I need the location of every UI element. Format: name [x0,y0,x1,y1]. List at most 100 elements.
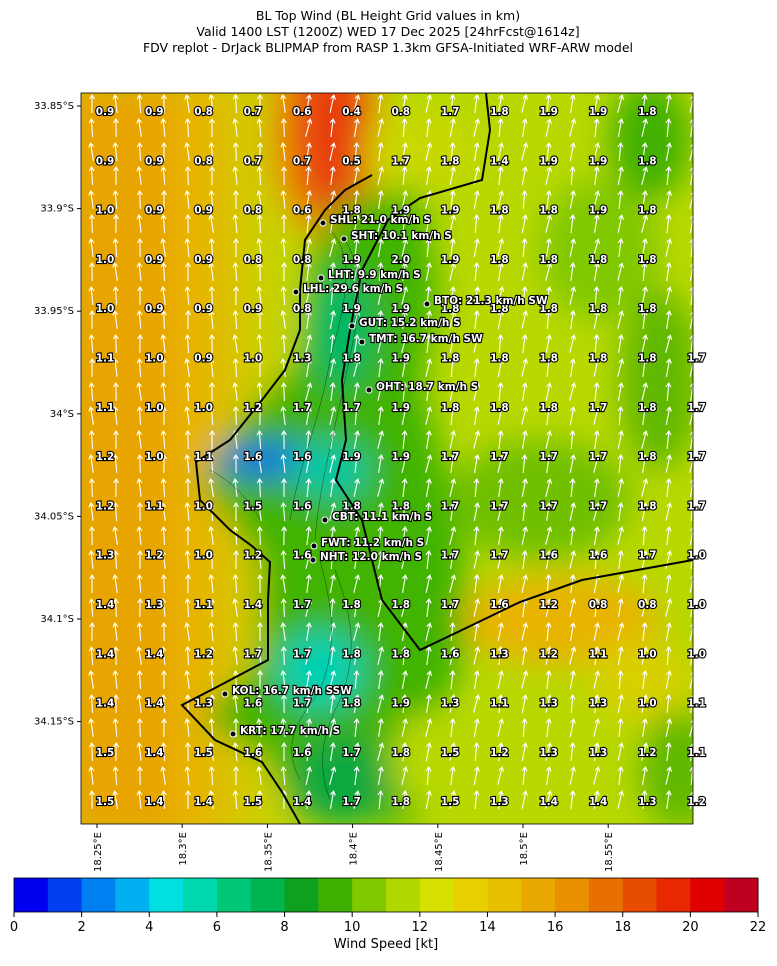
wind-arrow [617,286,624,305]
wind-arrow [161,453,168,474]
wind-arrow [136,141,143,162]
wind-arrow [569,454,576,473]
grid-value: 1.4 [96,698,115,710]
wind-arrow [137,597,144,618]
wind-arrow [280,310,287,329]
wind-arrow [521,478,528,497]
wind-arrow [545,502,552,521]
station-label: BTO: 21.3 km/h SW [434,295,548,307]
wind-arrow [256,118,263,138]
wind-arrow [569,430,576,450]
station-dot [309,556,317,564]
grid-value: 1.3 [589,747,608,759]
grid-value: 1.9 [342,451,361,463]
wind-arrow [473,262,480,282]
wind-arrow [353,142,360,162]
wind-arrow [425,262,432,281]
wind-arrow [377,166,385,185]
wind-arrow [233,501,239,521]
wind-arrow [256,261,263,282]
wind-arrow [88,429,95,450]
lon-tick-label: 18.3°E [178,832,189,866]
colorbar-segment [386,878,421,912]
wind-arrow [401,214,408,233]
wind-arrow [329,142,337,161]
wind-arrow [449,94,456,114]
wind-arrow [473,574,480,593]
wind-arrow [256,286,263,305]
wind-arrow [521,118,528,137]
wind-arrow [593,118,600,137]
wind-arrow [184,165,191,186]
wind-arrow [545,646,553,665]
colorbar-segment [622,878,658,912]
wind-arrow [689,94,693,113]
wind-arrow [641,478,649,497]
wind-arrow [641,262,648,282]
lon-tick-label: 18.4°E [349,832,360,866]
grid-value: 0.9 [244,303,263,315]
wind-arrow [665,766,673,785]
grid-value: 0.6 [293,106,312,118]
wind-arrow [593,742,600,761]
wind-arrow [353,382,360,401]
wind-arrow [329,742,336,761]
grid-value: 1.6 [441,648,460,660]
wind-arrow [617,94,625,113]
wind-arrow [617,214,625,233]
wind-arrow [208,790,215,809]
wind-arrow [112,454,119,474]
wind-arrow [329,502,337,521]
wind-arrow [232,93,239,114]
lon-tick-label: 18.35°E [263,832,274,872]
wind-arrow [208,94,215,114]
wind-arrow [184,190,191,209]
wind-arrow [136,357,143,378]
wind-arrow [545,766,552,785]
wind-arrow [136,694,143,713]
wind-arrow [112,645,119,666]
grid-value: 1.8 [638,402,657,414]
wind-arrow [641,598,649,617]
wind-arrow [641,94,648,113]
wind-arrow [305,358,312,377]
wind-arrow [497,94,504,113]
grid-value: 0.8 [244,205,263,217]
wind-arrow [112,94,119,113]
wind-arrow [665,118,672,138]
wind-arrow [521,286,528,305]
wind-arrow [617,718,624,738]
wind-arrow [377,766,384,785]
station-dot [358,338,366,346]
wind-arrow [425,694,432,713]
station-label: KOL: 16.7 km/h SSW [232,685,352,697]
wind-arrow [497,238,505,257]
wind-arrow [617,766,624,785]
grid-value: 0.8 [293,303,312,315]
wind-arrow [473,742,480,762]
wind-arrow [112,117,119,138]
wind-arrow [353,670,360,690]
wind-arrow [569,478,576,498]
wind-arrow [569,118,577,137]
terrain-contours [209,229,359,801]
wind-arrow [641,622,648,641]
wind-arrow [305,94,312,113]
wind-arrow [449,214,457,233]
wind-arrow [256,766,263,785]
wind-arrow [401,382,408,402]
wind-arrow [641,670,648,689]
wind-arrow [136,478,143,497]
wind-arrow [329,310,336,329]
wind-arrow [641,526,648,546]
lon-tick-label: 18.45°E [434,832,445,872]
grid-value: 1.8 [490,402,509,414]
wind-arrow [280,358,287,377]
grid-value: 1.0 [96,205,115,217]
wind-arrow [185,309,192,330]
colorbar-segment [588,878,624,912]
wind-arrow [497,550,505,569]
grid-value: 1.1 [194,599,213,611]
wind-arrow [184,597,191,618]
